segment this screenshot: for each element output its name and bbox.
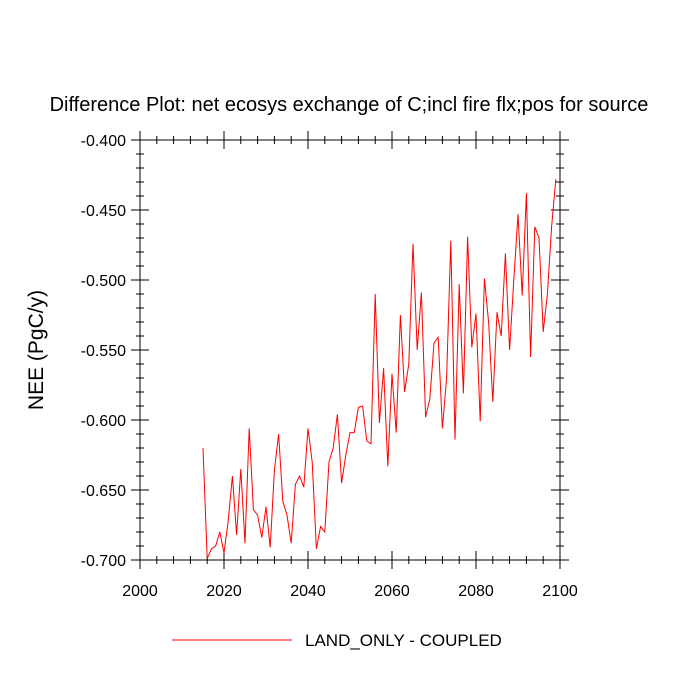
series-line xyxy=(202,179,557,559)
y-tick-label: -0.500 xyxy=(81,273,126,290)
x-tick-label: 2100 xyxy=(542,583,578,600)
x-tick-label: 2060 xyxy=(374,583,410,600)
y-axis-label: NEE (PgC/y) xyxy=(25,290,48,410)
chart-title: Difference Plot: net ecosys exchange of … xyxy=(50,94,649,116)
y-tick-label: -0.650 xyxy=(81,483,126,500)
y-tick-label: -0.400 xyxy=(81,133,126,150)
plot-border xyxy=(139,139,561,561)
y-tick-label: -0.700 xyxy=(81,553,126,570)
y-tick-label: -0.600 xyxy=(81,413,126,430)
x-tick-label: 2080 xyxy=(458,583,494,600)
series-layer xyxy=(202,179,557,559)
plot-area xyxy=(139,139,561,561)
legend: LAND_ONLY - COUPLED xyxy=(172,631,502,650)
y-axis: -0.400 -0.450 -0.500 -0.550 -0.600 -0.650 -0.7… xyxy=(81,133,569,570)
legend-label: LAND_ONLY - COUPLED xyxy=(305,631,502,650)
y-tick-label: -0.450 xyxy=(81,203,126,220)
x-tick-label: 2000 xyxy=(122,583,158,600)
y-tick-label: -0.550 xyxy=(81,343,126,360)
x-tick-label: 2020 xyxy=(206,583,242,600)
x-axis: 2000 2020 2040 2060 2080 2100 xyxy=(122,131,578,600)
x-tick-label: 2040 xyxy=(290,583,326,600)
